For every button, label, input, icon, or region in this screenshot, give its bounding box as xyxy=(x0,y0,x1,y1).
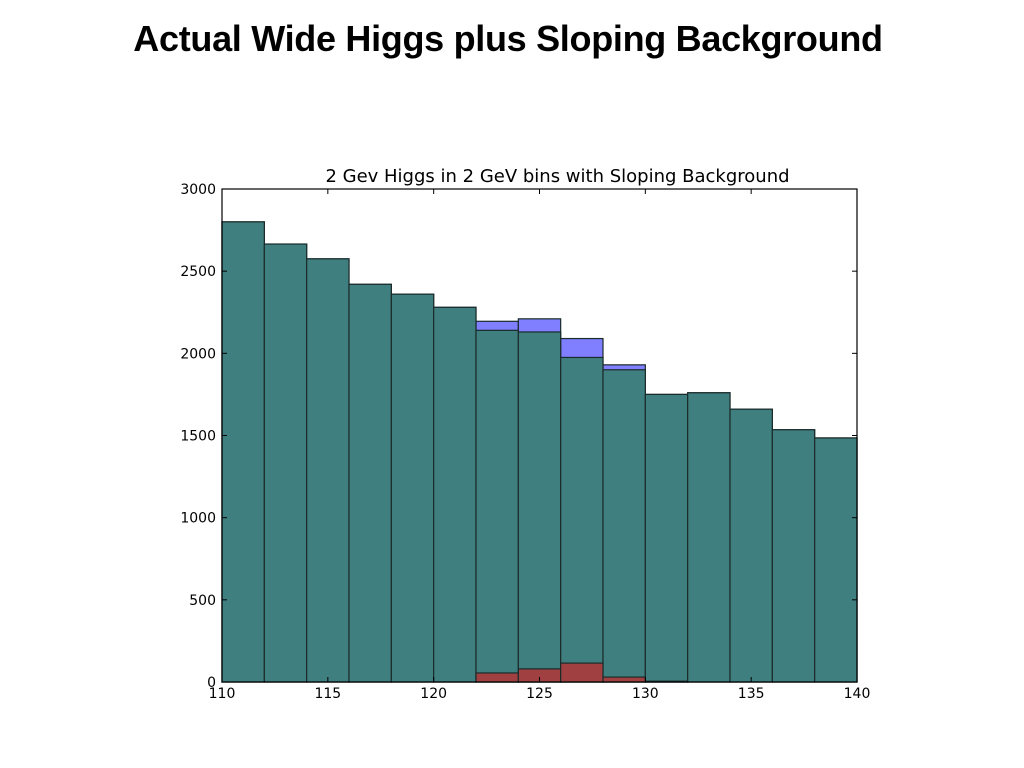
bar-series-2-bin-8 xyxy=(560,662,604,683)
bar-series-1-bin-10 xyxy=(644,393,689,683)
bar-series-1-bin-9 xyxy=(602,369,646,683)
x-tick-label-125: 125 xyxy=(526,686,553,702)
slide-title: Actual Wide Higgs plus Sloping Backgroun… xyxy=(133,18,883,59)
bar-series-1-bin-13 xyxy=(771,429,816,683)
bar-series-1-bin-2 xyxy=(306,258,350,683)
y-tick-label-2000: 2000 xyxy=(180,346,216,362)
x-tick-label-130: 130 xyxy=(632,686,659,702)
y-tick-label-0: 0 xyxy=(207,675,216,691)
bar-series-1-bin-12 xyxy=(729,408,773,683)
y-tick-label-3000: 3000 xyxy=(180,182,216,198)
bar-series-1-bin-6 xyxy=(475,329,519,683)
x-tick-label-115: 115 xyxy=(314,686,341,702)
chart-title: 2 Gev Higgs in 2 GeV bins with Sloping B… xyxy=(325,166,789,187)
y-tick-label-1000: 1000 xyxy=(180,511,216,527)
bar-series-1-bin-8 xyxy=(560,356,604,683)
bar-series-1-bin-1 xyxy=(263,243,308,683)
bar-series-1-bin-3 xyxy=(348,283,392,683)
bar-series-2-bin-9 xyxy=(602,676,646,683)
x-tick-label-120: 120 xyxy=(420,686,447,702)
bar-series-2-bin-6 xyxy=(475,672,519,683)
y-tick-label-1500: 1500 xyxy=(180,429,216,445)
x-tick-label-110: 110 xyxy=(209,686,236,702)
y-tick-label-500: 500 xyxy=(189,593,216,609)
bar-series-1-bin-14 xyxy=(814,437,858,683)
bar-series-1-bin-11 xyxy=(687,392,731,683)
bar-series-1-bin-4 xyxy=(390,293,435,683)
bar-series-1-bin-0 xyxy=(221,221,265,683)
x-tick-label-135: 135 xyxy=(738,686,765,702)
y-tick-label-2500: 2500 xyxy=(180,264,216,280)
bar-series-1-bin-5 xyxy=(433,306,477,683)
x-tick-label-140: 140 xyxy=(844,686,871,702)
bar-series-1-bin-7 xyxy=(517,331,562,683)
